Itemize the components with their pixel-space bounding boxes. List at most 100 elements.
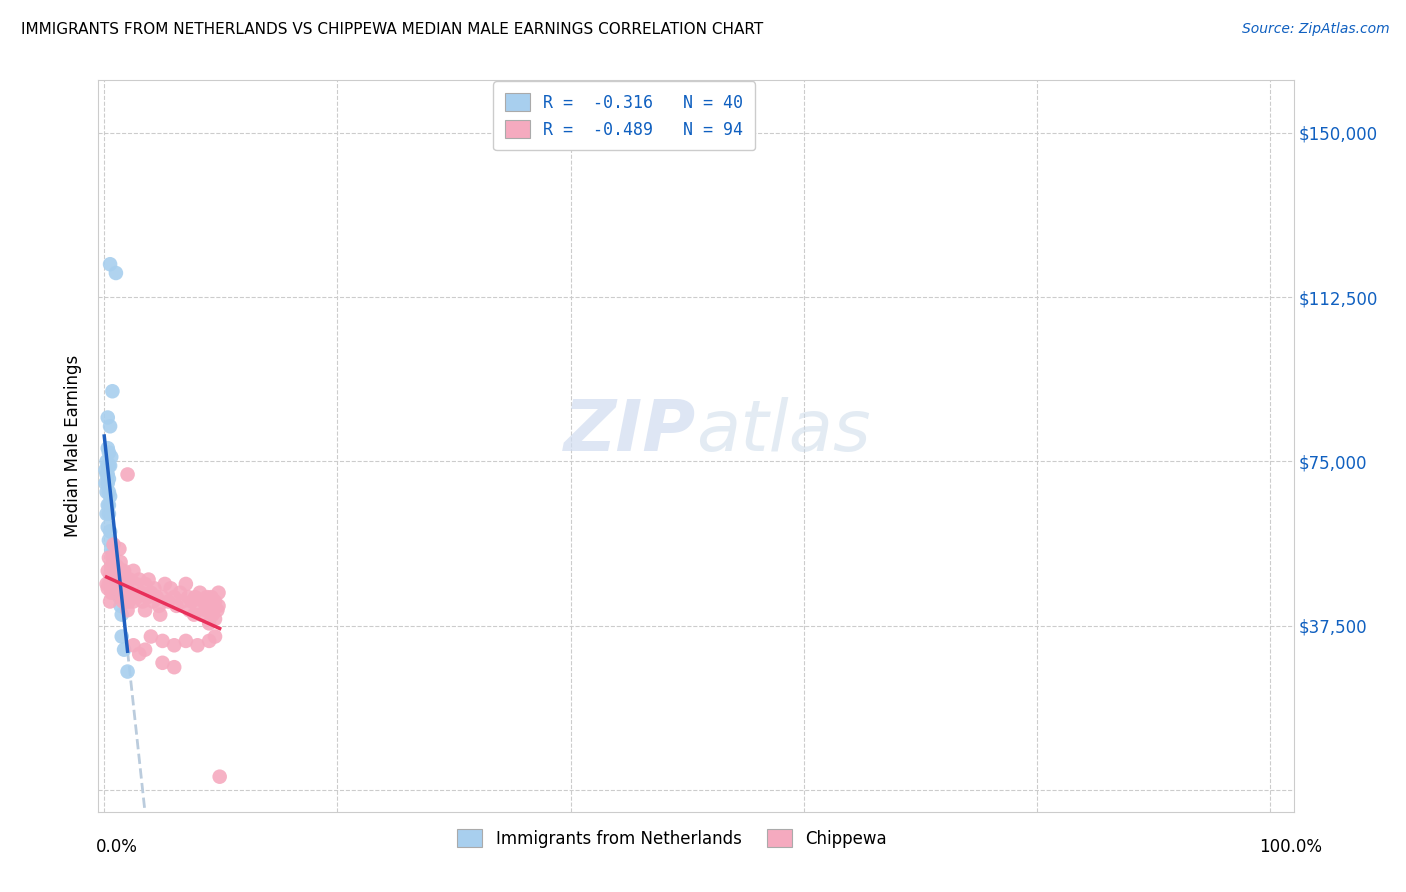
Point: [98, 568, 121, 582]
Point: [163, 590, 186, 604]
Point: [105, 559, 128, 574]
Point: [110, 599, 132, 613]
Point: [96, 454, 118, 468]
Point: [198, 634, 221, 648]
Point: [134, 642, 156, 657]
Text: atlas: atlas: [696, 397, 870, 466]
Point: [117, 603, 139, 617]
Point: [204, 630, 226, 644]
Point: [112, 564, 135, 578]
Point: [97, 472, 120, 486]
Point: [200, 590, 222, 604]
Point: [163, 660, 186, 674]
Point: [201, 607, 224, 622]
Point: [180, 594, 202, 608]
Point: [145, 590, 167, 604]
Point: [142, 594, 165, 608]
Text: IMMIGRANTS FROM NETHERLANDS VS CHIPPEWA MEDIAN MALE EARNINGS CORRELATION CHART: IMMIGRANTS FROM NETHERLANDS VS CHIPPEWA …: [21, 22, 763, 37]
Point: [122, 638, 145, 652]
Point: [177, 590, 200, 604]
Point: [111, 577, 134, 591]
Point: [107, 573, 129, 587]
Point: [136, 590, 159, 604]
Point: [98, 257, 121, 271]
Point: [101, 550, 124, 565]
Point: [152, 656, 174, 670]
Point: [98, 458, 121, 473]
Point: [120, 585, 142, 599]
Point: [183, 607, 205, 622]
Point: [139, 585, 162, 599]
Point: [96, 507, 118, 521]
Point: [179, 603, 201, 617]
Point: [152, 634, 174, 648]
Point: [97, 498, 120, 512]
Point: [195, 590, 218, 604]
Point: [97, 577, 120, 591]
Point: [111, 590, 134, 604]
Point: [111, 564, 134, 578]
Point: [134, 577, 156, 591]
Point: [97, 564, 120, 578]
Point: [104, 266, 127, 280]
Point: [94, 463, 117, 477]
Point: [110, 582, 132, 596]
Point: [174, 577, 197, 591]
Point: [118, 573, 141, 587]
Point: [97, 550, 120, 565]
Point: [104, 582, 127, 596]
Point: [103, 564, 125, 578]
Point: [198, 599, 221, 613]
Point: [96, 577, 118, 591]
Point: [96, 467, 118, 482]
Point: [131, 585, 153, 599]
Point: [104, 573, 127, 587]
Point: [97, 467, 120, 482]
Point: [104, 564, 127, 578]
Point: [101, 384, 124, 399]
Point: [110, 555, 132, 569]
Point: [97, 410, 120, 425]
Point: [149, 607, 172, 622]
Point: [97, 445, 120, 459]
Text: 0.0%: 0.0%: [96, 838, 138, 856]
Point: [101, 577, 124, 591]
Point: [208, 770, 231, 784]
Point: [111, 594, 134, 608]
Point: [125, 590, 148, 604]
Point: [97, 533, 120, 548]
Point: [122, 564, 145, 578]
Point: [172, 594, 194, 608]
Point: [111, 607, 134, 622]
Point: [186, 599, 208, 613]
Text: 100.0%: 100.0%: [1258, 838, 1322, 856]
Point: [186, 638, 208, 652]
Point: [128, 647, 150, 661]
Point: [204, 612, 226, 626]
Point: [97, 582, 120, 596]
Point: [190, 607, 212, 622]
Point: [98, 489, 121, 503]
Text: ZIP: ZIP: [564, 397, 696, 466]
Point: [100, 450, 122, 464]
Point: [98, 419, 121, 434]
Point: [166, 599, 188, 613]
Point: [159, 582, 181, 596]
Point: [97, 520, 120, 534]
Point: [204, 594, 226, 608]
Point: [188, 585, 211, 599]
Point: [101, 546, 124, 560]
Point: [152, 590, 174, 604]
Point: [97, 485, 120, 500]
Point: [118, 594, 141, 608]
Point: [117, 585, 139, 599]
Point: [174, 634, 197, 648]
Point: [134, 603, 156, 617]
Point: [125, 577, 148, 591]
Point: [100, 541, 122, 556]
Point: [98, 594, 121, 608]
Point: [108, 541, 131, 556]
Point: [132, 594, 155, 608]
Point: [100, 559, 122, 574]
Point: [153, 577, 176, 591]
